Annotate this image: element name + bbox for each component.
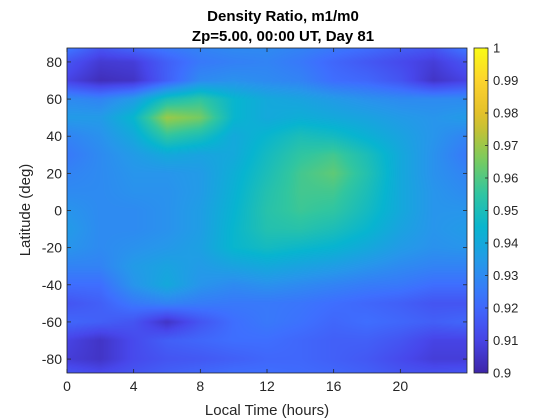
y-tick-label: -80 [42, 351, 62, 367]
colorbar-tick-label: 0.98 [493, 106, 518, 121]
y-tick-label: -20 [42, 240, 62, 256]
colorbar: 0.9 0.91 0.92 0.93 0.94 0.95 0.96 0.97 0.98 0.99 1 [473, 41, 518, 381]
x-tick-label: 12 [259, 378, 275, 394]
colorbar-tick-label: 0.92 [493, 301, 518, 316]
colorbar-tick-label: 0.95 [493, 203, 518, 218]
colorbar-tick-label: 0.97 [493, 138, 518, 153]
x-axis-label: Local Time (hours) [205, 402, 329, 419]
y-tick-label: 80 [46, 54, 62, 70]
y-tick-label: -40 [42, 277, 62, 293]
x-tick-label: 16 [326, 378, 342, 394]
y-tick-label: 20 [46, 165, 62, 181]
x-tick-label: 0 [63, 378, 71, 394]
colorbar-tick-label: 0.9 [493, 366, 511, 381]
heatmap-plot-area [66, 47, 468, 374]
x-tick-label: 4 [130, 378, 138, 394]
y-tick-label: 60 [46, 91, 62, 107]
heatmap-image [67, 48, 467, 373]
y-axis-label: Latitude (deg) [17, 164, 34, 257]
y-tick-label: 0 [54, 203, 62, 219]
chart-subtitle: Zp=5.00, 00:00 UT, Day 81 [192, 28, 374, 45]
y-axis: -80 -60 -40 -20 0 20 40 60 80 [42, 54, 467, 367]
x-tick-label: 8 [196, 378, 204, 394]
colorbar-tick-label: 0.94 [493, 236, 518, 251]
chart-title: Density Ratio, m1/m0 [207, 8, 359, 25]
colorbar-tick-label: 1 [493, 41, 500, 56]
colorbar-tick-label: 0.99 [493, 73, 518, 88]
y-tick-label: -60 [42, 314, 62, 330]
colorbar-tick-label: 0.91 [493, 333, 518, 348]
colorbar-tick-label: 0.93 [493, 268, 518, 283]
x-axis: 0 4 8 12 16 20 [63, 48, 408, 394]
colorbar-tick-label: 0.96 [493, 171, 518, 186]
x-tick-label: 20 [393, 378, 409, 394]
y-tick-label: 40 [46, 128, 62, 144]
